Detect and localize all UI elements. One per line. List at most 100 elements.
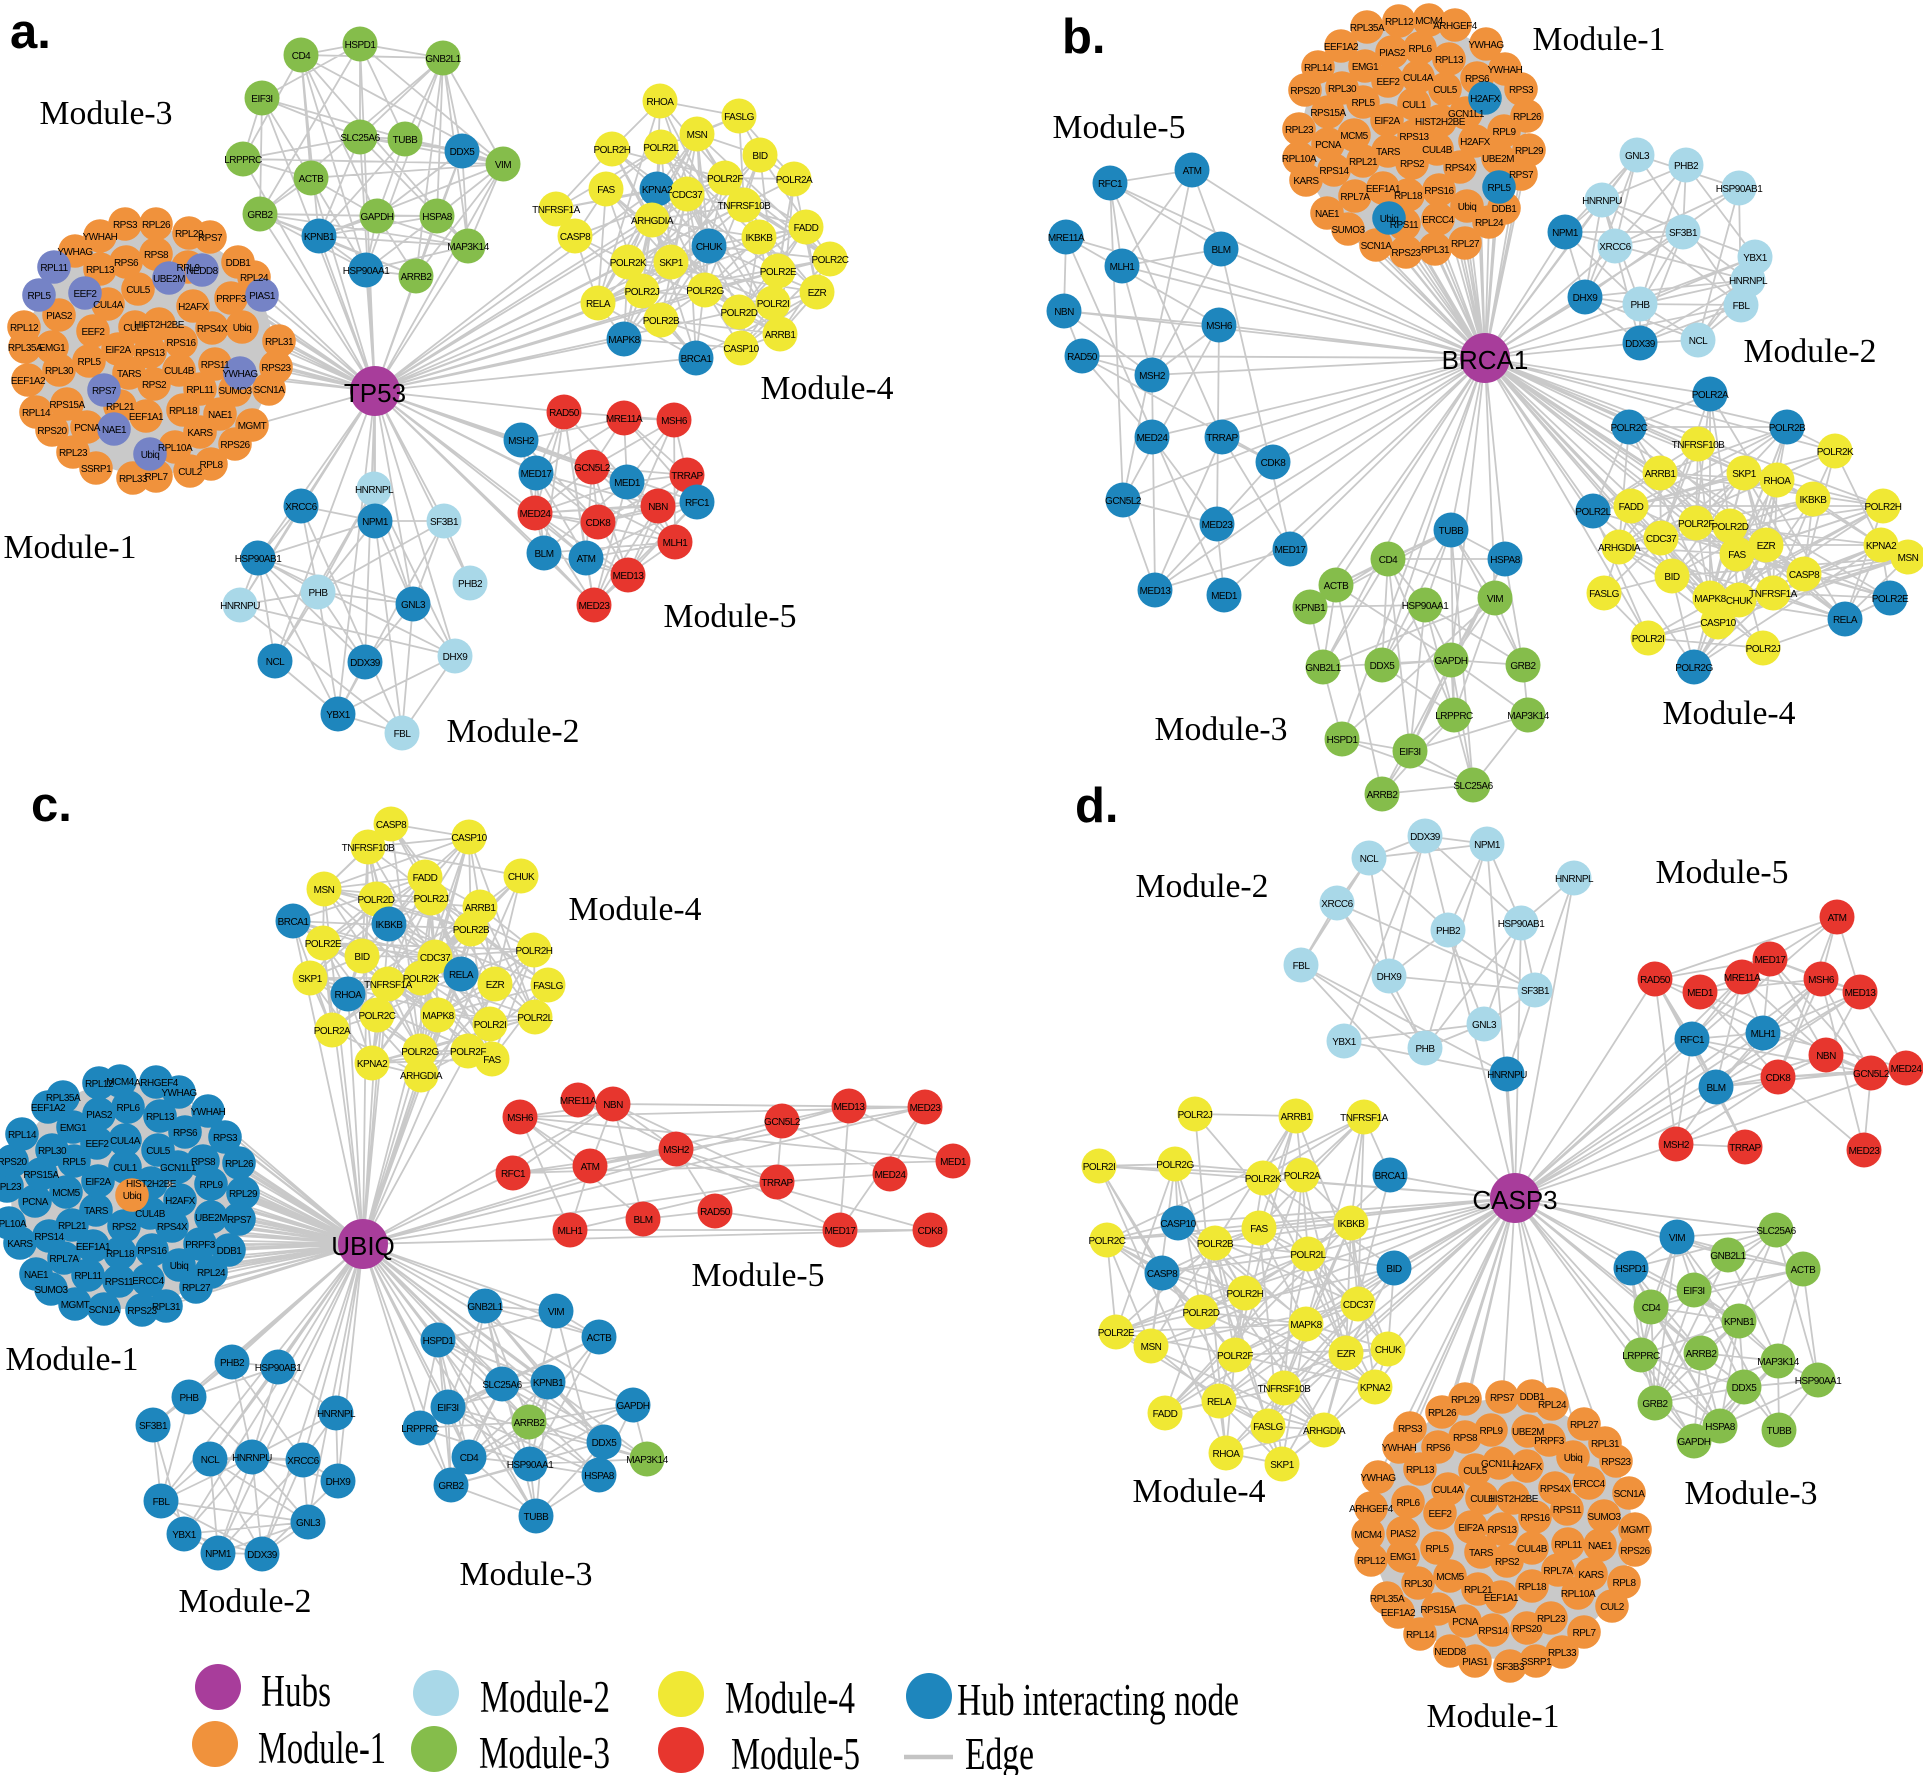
svg-text:SF3B1: SF3B1 — [1521, 986, 1550, 997]
svg-text:RPS11: RPS11 — [105, 1277, 134, 1288]
svg-text:POLR2L: POLR2L — [517, 1013, 553, 1024]
svg-text:b.: b. — [1062, 10, 1106, 64]
svg-text:MRE11A: MRE11A — [1048, 233, 1085, 244]
svg-text:KARS: KARS — [1578, 1570, 1604, 1581]
svg-text:RPL30: RPL30 — [45, 366, 74, 377]
svg-text:SUMO3: SUMO3 — [218, 386, 252, 397]
svg-text:EEF1A2: EEF1A2 — [31, 1103, 66, 1114]
svg-text:HSP90AB1: HSP90AB1 — [255, 1363, 303, 1374]
svg-text:RPL18: RPL18 — [106, 1249, 135, 1260]
svg-text:RPS4X: RPS4X — [197, 324, 228, 335]
svg-text:CHUK: CHUK — [508, 872, 535, 883]
svg-text:HSP90AA1: HSP90AA1 — [507, 1460, 555, 1471]
svg-text:GNL3: GNL3 — [1472, 1020, 1497, 1031]
svg-text:RELA: RELA — [449, 970, 474, 981]
svg-text:MSN: MSN — [1898, 553, 1919, 564]
svg-text:RAD50: RAD50 — [1067, 352, 1098, 363]
svg-text:GAPDH: GAPDH — [360, 212, 393, 223]
svg-text:POLR2G: POLR2G — [1156, 1160, 1194, 1171]
svg-text:RPL14: RPL14 — [8, 1130, 37, 1141]
svg-text:RPS20: RPS20 — [1290, 86, 1320, 97]
svg-text:RPL7A: RPL7A — [1543, 1566, 1573, 1577]
svg-text:RPS7: RPS7 — [198, 233, 223, 244]
svg-text:LRPPRC: LRPPRC — [224, 155, 262, 166]
svg-text:Ubiq: Ubiq — [123, 1191, 142, 1202]
svg-text:MED17: MED17 — [825, 1226, 857, 1237]
svg-text:ERCC4: ERCC4 — [132, 1276, 164, 1287]
svg-text:EIF3I: EIF3I — [1683, 1286, 1704, 1297]
svg-text:POLR2D: POLR2D — [720, 308, 757, 319]
svg-text:POLR2F: POLR2F — [707, 174, 743, 185]
svg-text:KARS: KARS — [1293, 176, 1319, 187]
svg-text:Ubiq: Ubiq — [1564, 1453, 1583, 1464]
svg-text:PHB: PHB — [308, 588, 328, 599]
svg-text:HNRNPL: HNRNPL — [1729, 276, 1768, 287]
svg-text:RPL35A: RPL35A — [1370, 1594, 1405, 1605]
svg-text:MAP3K14: MAP3K14 — [626, 1455, 668, 1466]
svg-text:RPL10A: RPL10A — [158, 443, 193, 454]
svg-text:RPL35A: RPL35A — [46, 1093, 81, 1104]
svg-text:CUL4A: CUL4A — [1433, 1485, 1464, 1496]
svg-text:POLR2C: POLR2C — [811, 255, 848, 266]
svg-text:Module-2: Module-2 — [179, 1583, 312, 1620]
svg-text:HIST2H2BE: HIST2H2BE — [126, 1179, 177, 1190]
svg-text:MSH6: MSH6 — [1206, 321, 1233, 332]
svg-text:MRE11A: MRE11A — [606, 414, 643, 425]
svg-text:DDX5: DDX5 — [592, 1438, 618, 1449]
svg-text:RPL27: RPL27 — [1451, 239, 1480, 250]
svg-text:EIF3I: EIF3I — [1399, 747, 1420, 758]
svg-text:DDX5: DDX5 — [1370, 661, 1396, 672]
svg-text:RPS26: RPS26 — [220, 440, 250, 451]
svg-text:DDB1: DDB1 — [217, 1246, 243, 1257]
svg-text:EMG1: EMG1 — [1352, 62, 1379, 73]
svg-text:CDK8: CDK8 — [1766, 1073, 1792, 1084]
svg-text:CDK8: CDK8 — [586, 518, 612, 529]
svg-text:HSP90AB1: HSP90AB1 — [1498, 919, 1546, 930]
svg-text:POLR2D: POLR2D — [1711, 522, 1748, 533]
svg-text:RELA: RELA — [1833, 615, 1858, 626]
svg-text:YBX1: YBX1 — [1743, 253, 1768, 264]
svg-text:CDC37: CDC37 — [1646, 534, 1677, 545]
svg-text:CUL5: CUL5 — [1433, 85, 1458, 96]
svg-text:POLR2A: POLR2A — [1692, 390, 1729, 401]
svg-text:VIM: VIM — [1487, 594, 1503, 605]
svg-text:GRB2: GRB2 — [1642, 1399, 1668, 1410]
svg-text:RPS11: RPS11 — [1390, 220, 1419, 231]
svg-text:MAP3K14: MAP3K14 — [1757, 1357, 1799, 1368]
svg-text:RPS8: RPS8 — [144, 250, 169, 261]
svg-text:RPS14: RPS14 — [34, 1232, 64, 1243]
svg-text:MED13: MED13 — [1845, 988, 1877, 999]
svg-text:RPL29: RPL29 — [229, 1189, 258, 1200]
svg-text:Ubiq: Ubiq — [233, 323, 252, 334]
svg-text:RPL7A: RPL7A — [1340, 192, 1370, 203]
svg-text:EZR: EZR — [1757, 541, 1776, 552]
svg-text:CUL1: CUL1 — [113, 1163, 138, 1174]
svg-text:YWHAG: YWHAG — [161, 1088, 197, 1099]
svg-text:FAS: FAS — [597, 185, 615, 196]
svg-text:TRRAP: TRRAP — [761, 1178, 793, 1189]
svg-text:RPS20: RPS20 — [1512, 1624, 1542, 1635]
svg-text:TNFRSF1A: TNFRSF1A — [364, 980, 413, 991]
svg-text:MCM5: MCM5 — [52, 1188, 80, 1199]
svg-text:RPL14: RPL14 — [22, 408, 51, 419]
svg-text:RELA: RELA — [586, 299, 611, 310]
svg-text:CDK8: CDK8 — [918, 1226, 944, 1237]
svg-text:SLC25A6: SLC25A6 — [340, 133, 380, 144]
svg-text:FADD: FADD — [1153, 1409, 1178, 1420]
svg-text:HSPA8: HSPA8 — [584, 1471, 614, 1482]
svg-text:FBL: FBL — [394, 729, 412, 740]
svg-text:HNRNPU: HNRNPU — [220, 601, 260, 612]
svg-text:PIAS2: PIAS2 — [46, 311, 73, 322]
svg-text:CUL5: CUL5 — [146, 1146, 171, 1157]
svg-text:GNB2L1: GNB2L1 — [1710, 1251, 1746, 1262]
svg-text:SUMO3: SUMO3 — [34, 1285, 68, 1296]
svg-text:H2AFX: H2AFX — [165, 1196, 196, 1207]
svg-text:MED24: MED24 — [1891, 1064, 1923, 1075]
svg-text:RPS8: RPS8 — [1453, 1433, 1478, 1444]
svg-text:NPM1: NPM1 — [1552, 228, 1579, 239]
svg-text:MED13: MED13 — [1140, 586, 1172, 597]
svg-text:MED23: MED23 — [910, 1103, 942, 1114]
svg-text:PHB: PHB — [1415, 1044, 1435, 1055]
svg-text:POLR2C: POLR2C — [1610, 423, 1647, 434]
svg-text:HSP90AB1: HSP90AB1 — [1716, 184, 1764, 195]
